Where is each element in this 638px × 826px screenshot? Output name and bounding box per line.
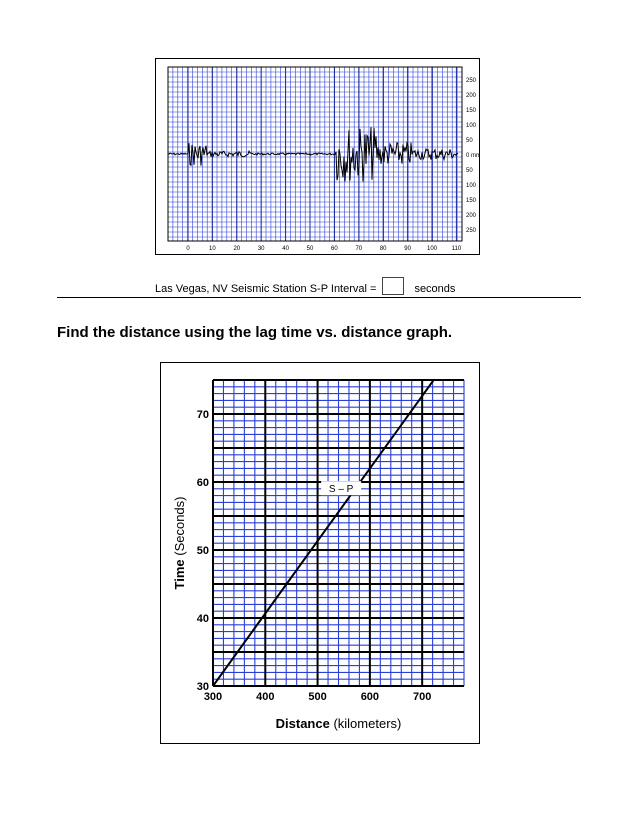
lag-time-graph-svg: S – P 300 400 500 600 700 30 40 50 60 70 Distance (…	[172, 379, 465, 731]
divider	[57, 297, 581, 298]
seismogram-scale-label: 50	[466, 138, 473, 144]
caption-unit: seconds	[414, 282, 456, 295]
y-tick-label: 70	[197, 409, 209, 421]
interval-answer-box[interactable]	[382, 277, 405, 295]
graph-minor-grid	[212, 379, 465, 687]
caption-text: Las Vegas, NV Seismic Station S-P Interv…	[155, 282, 377, 295]
y-axis-label: Time (Seconds)	[172, 497, 187, 590]
seismogram-scale-label: 200	[466, 213, 477, 219]
seismogram-scale-label: 200	[466, 93, 477, 99]
seismogram-time-label: 50	[307, 246, 314, 252]
seismogram-trace	[167, 127, 459, 182]
y-tick-label: 50	[197, 545, 209, 557]
x-tick-label: 600	[361, 691, 379, 703]
x-tick-label: 700	[413, 691, 431, 703]
series-label-bg	[321, 481, 362, 496]
seismogram-time-label: 80	[380, 246, 387, 252]
seismogram-figure: 250 200 150 100 50 0 mm 50 100 150 200 250 0 10 20 30 4…	[155, 58, 480, 255]
y-tick-label: 60	[197, 477, 209, 489]
seismogram-time-label: 40	[282, 246, 289, 252]
series-label: S – P	[329, 484, 354, 495]
y-axis-label-main: Time	[172, 556, 187, 590]
x-tick-label: 300	[204, 691, 222, 703]
lag-time-graph: S – P 300 400 500 600 700 30 40 50 60 70 Distance (…	[160, 362, 480, 744]
seismogram-time-label: 30	[258, 246, 265, 252]
seismogram-time-label: 70	[355, 246, 362, 252]
seismogram-time-label: 90	[404, 246, 411, 252]
x-axis-label: Distance (kilometers)	[276, 716, 402, 731]
seismogram-scale-label: 250	[466, 78, 477, 84]
series-line-s-p	[212, 379, 435, 687]
seismogram-time-label: 0	[186, 246, 190, 252]
seismogram-svg: 250 200 150 100 50 0 mm 50 100 150 200 250 0 10 20 30 4…	[167, 66, 479, 252]
seismogram-scale-label: 150	[466, 108, 477, 114]
seismogram-time-label: 110	[452, 246, 462, 252]
seismogram-scale-label: 150	[466, 198, 477, 204]
seismogram-scale-label: 0 mm	[466, 153, 479, 159]
seismogram-scale-label: 250	[466, 228, 477, 234]
seismogram-time-label: 10	[209, 246, 216, 252]
x-axis-label-main: Distance	[276, 716, 334, 731]
seismogram-scale-label: 100	[466, 183, 477, 189]
seismogram-time-label: 100	[427, 246, 438, 252]
seismogram-scale-label: 50	[466, 168, 473, 174]
question-heading: Find the distance using the lag time vs.…	[57, 324, 453, 341]
x-tick-label: 500	[308, 691, 326, 703]
y-tick-label: 30	[197, 681, 209, 693]
seismogram-time-label: 20	[233, 246, 240, 252]
seismogram-scale-label: 100	[466, 123, 477, 129]
seismic-caption: Las Vegas, NV Seismic Station S-P Interv…	[155, 277, 456, 298]
x-tick-label: 400	[256, 691, 274, 703]
seismogram-time-label: 60	[331, 246, 338, 252]
y-tick-label: 40	[197, 613, 209, 625]
x-axis-label-unit: (kilometers)	[333, 716, 401, 731]
y-axis-label-unit: (Seconds)	[172, 497, 187, 556]
